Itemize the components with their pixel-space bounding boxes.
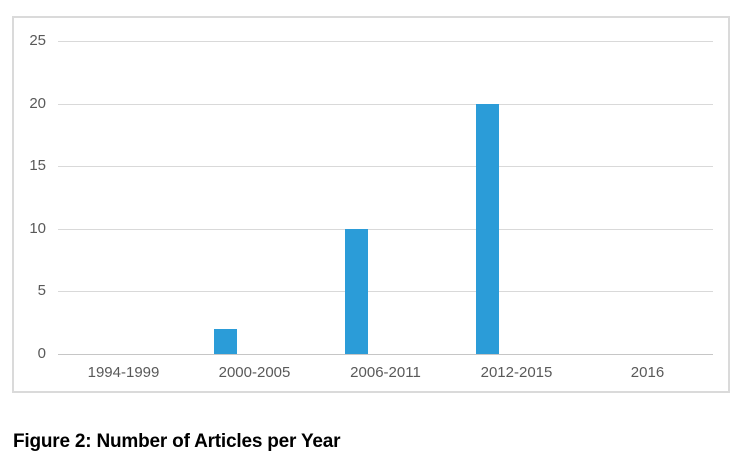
x-axis-tick-label: 1994-1999 <box>87 363 160 381</box>
x-axis-tick-label: 2016 <box>630 363 665 381</box>
x-axis-tick-label: 2012-2015 <box>480 363 553 381</box>
chart-frame: 0 5 10 15 20 25 1994-1999 2000-2005 2006-2011 201… <box>12 16 730 393</box>
y-axis-tick-label: 15 <box>29 157 46 174</box>
y-axis-tick-label: 20 <box>29 94 46 112</box>
bar <box>344 228 368 354</box>
x-axis-line <box>58 353 713 355</box>
bar <box>475 103 499 354</box>
gridline <box>58 166 713 167</box>
y-axis-tick-label: 0 <box>37 344 46 362</box>
y-axis-tick-label: 10 <box>29 219 46 237</box>
gridline <box>58 291 713 292</box>
y-axis-tick-label: 5 <box>37 282 46 299</box>
gridline <box>58 41 713 42</box>
bar <box>213 328 237 354</box>
gridline <box>58 228 713 230</box>
gridline <box>58 103 713 105</box>
y-axis-tick-label: 25 <box>29 32 46 49</box>
x-axis-tick-label: 2006-2011 <box>350 363 421 381</box>
x-axis-tick-label: 2000-2005 <box>218 363 291 381</box>
figure-caption: Figure 2: Number of Articles per Year <box>13 431 341 452</box>
